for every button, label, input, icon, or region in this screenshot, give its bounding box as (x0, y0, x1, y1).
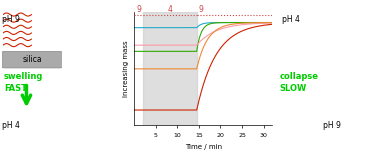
Text: 9: 9 (136, 5, 141, 14)
Text: silica: silica (22, 55, 42, 64)
Text: pH 4: pH 4 (282, 15, 299, 24)
Text: SLOW: SLOW (280, 84, 307, 93)
Text: pH 9: pH 9 (323, 121, 341, 130)
Text: collapse: collapse (280, 72, 319, 81)
Text: swelling: swelling (4, 72, 43, 81)
Bar (143, 12, 197, 125)
Y-axis label: Increasing mass: Increasing mass (122, 41, 129, 97)
Text: 9: 9 (198, 5, 203, 14)
FancyBboxPatch shape (2, 51, 62, 68)
Text: FAST: FAST (4, 84, 27, 93)
Text: pH 9: pH 9 (2, 15, 20, 24)
Text: pH 4: pH 4 (2, 121, 20, 130)
Text: 4: 4 (167, 5, 172, 14)
X-axis label: Time / min: Time / min (184, 144, 222, 150)
